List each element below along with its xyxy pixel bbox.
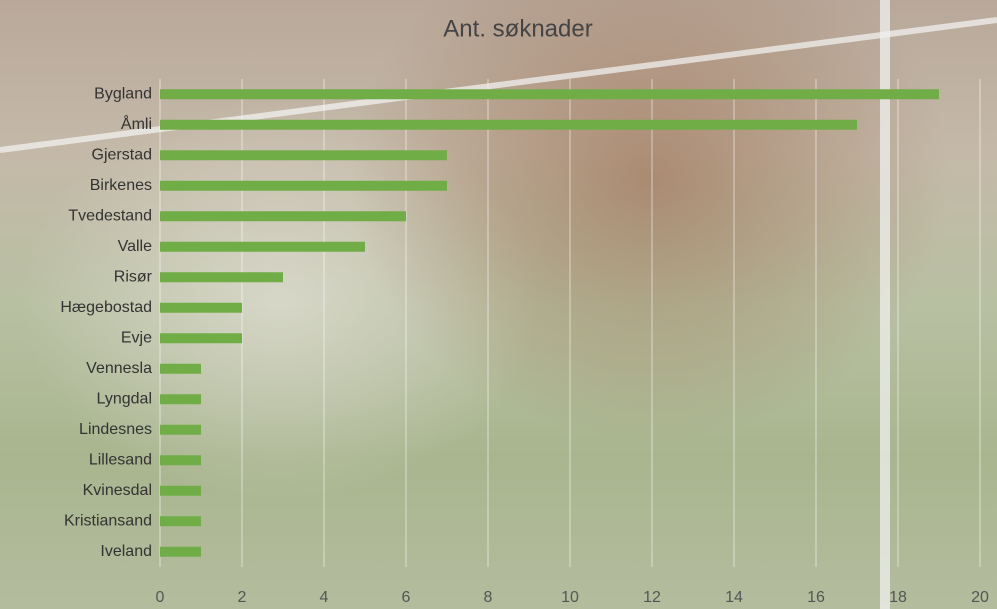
- bar: [160, 486, 201, 496]
- y-tick-label: Lindesnes: [79, 421, 152, 438]
- chart: Ant. søknader 0 2 4 6 8 10 12 14 16 18 20 Bygland Åm…: [0, 0, 997, 609]
- y-tick-label: Hægebostad: [60, 299, 152, 316]
- bar: [160, 364, 201, 374]
- page: Ant. søknader 0 2 4 6 8 10 12 14 16 18 20 Bygland Åm…: [0, 0, 997, 609]
- bar: [160, 547, 201, 557]
- bar: [160, 120, 857, 130]
- bar: [160, 425, 201, 435]
- bar: [160, 181, 447, 191]
- y-tick-label: Tvedestand: [68, 207, 152, 224]
- x-tick-label: 18: [889, 589, 907, 606]
- y-tick-label: Lillesand: [89, 451, 152, 468]
- x-tick-label: 4: [320, 589, 329, 606]
- y-tick-label: Åmli: [121, 114, 152, 133]
- y-tick-label: Bygland: [94, 85, 152, 102]
- y-tick-label: Lyngdal: [97, 390, 152, 407]
- y-tick-label: Kristiansand: [64, 512, 152, 529]
- x-tick-label: 14: [725, 589, 743, 606]
- y-tick-label: Gjerstad: [92, 146, 152, 163]
- bar: [160, 455, 201, 465]
- bar: [160, 516, 201, 526]
- x-tick-label: 12: [643, 589, 661, 606]
- y-tick-label: Vennesla: [86, 360, 152, 377]
- x-tick-label: 8: [484, 589, 493, 606]
- x-tick-label: 10: [561, 589, 579, 606]
- y-tick-label: Iveland: [100, 543, 152, 560]
- x-tick-label: 0: [156, 589, 165, 606]
- bar: [160, 394, 201, 404]
- bar: [160, 150, 447, 160]
- y-tick-label: Birkenes: [90, 177, 152, 194]
- bar: [160, 272, 283, 282]
- y-tick-label: Evje: [121, 329, 152, 346]
- x-tick-label: 2: [238, 589, 247, 606]
- bar: [160, 89, 939, 99]
- x-tick-label: 20: [971, 589, 989, 606]
- x-tick-label: 16: [807, 589, 825, 606]
- bar: [160, 303, 242, 313]
- y-tick-label: Valle: [118, 238, 152, 255]
- x-tick-label: 6: [402, 589, 411, 606]
- y-tick-label: Risør: [114, 268, 153, 285]
- bar: [160, 211, 406, 221]
- y-tick-label: Kvinesdal: [83, 482, 152, 499]
- chart-title: Ant. søknader: [443, 15, 592, 42]
- bar: [160, 242, 365, 252]
- bar: [160, 333, 242, 343]
